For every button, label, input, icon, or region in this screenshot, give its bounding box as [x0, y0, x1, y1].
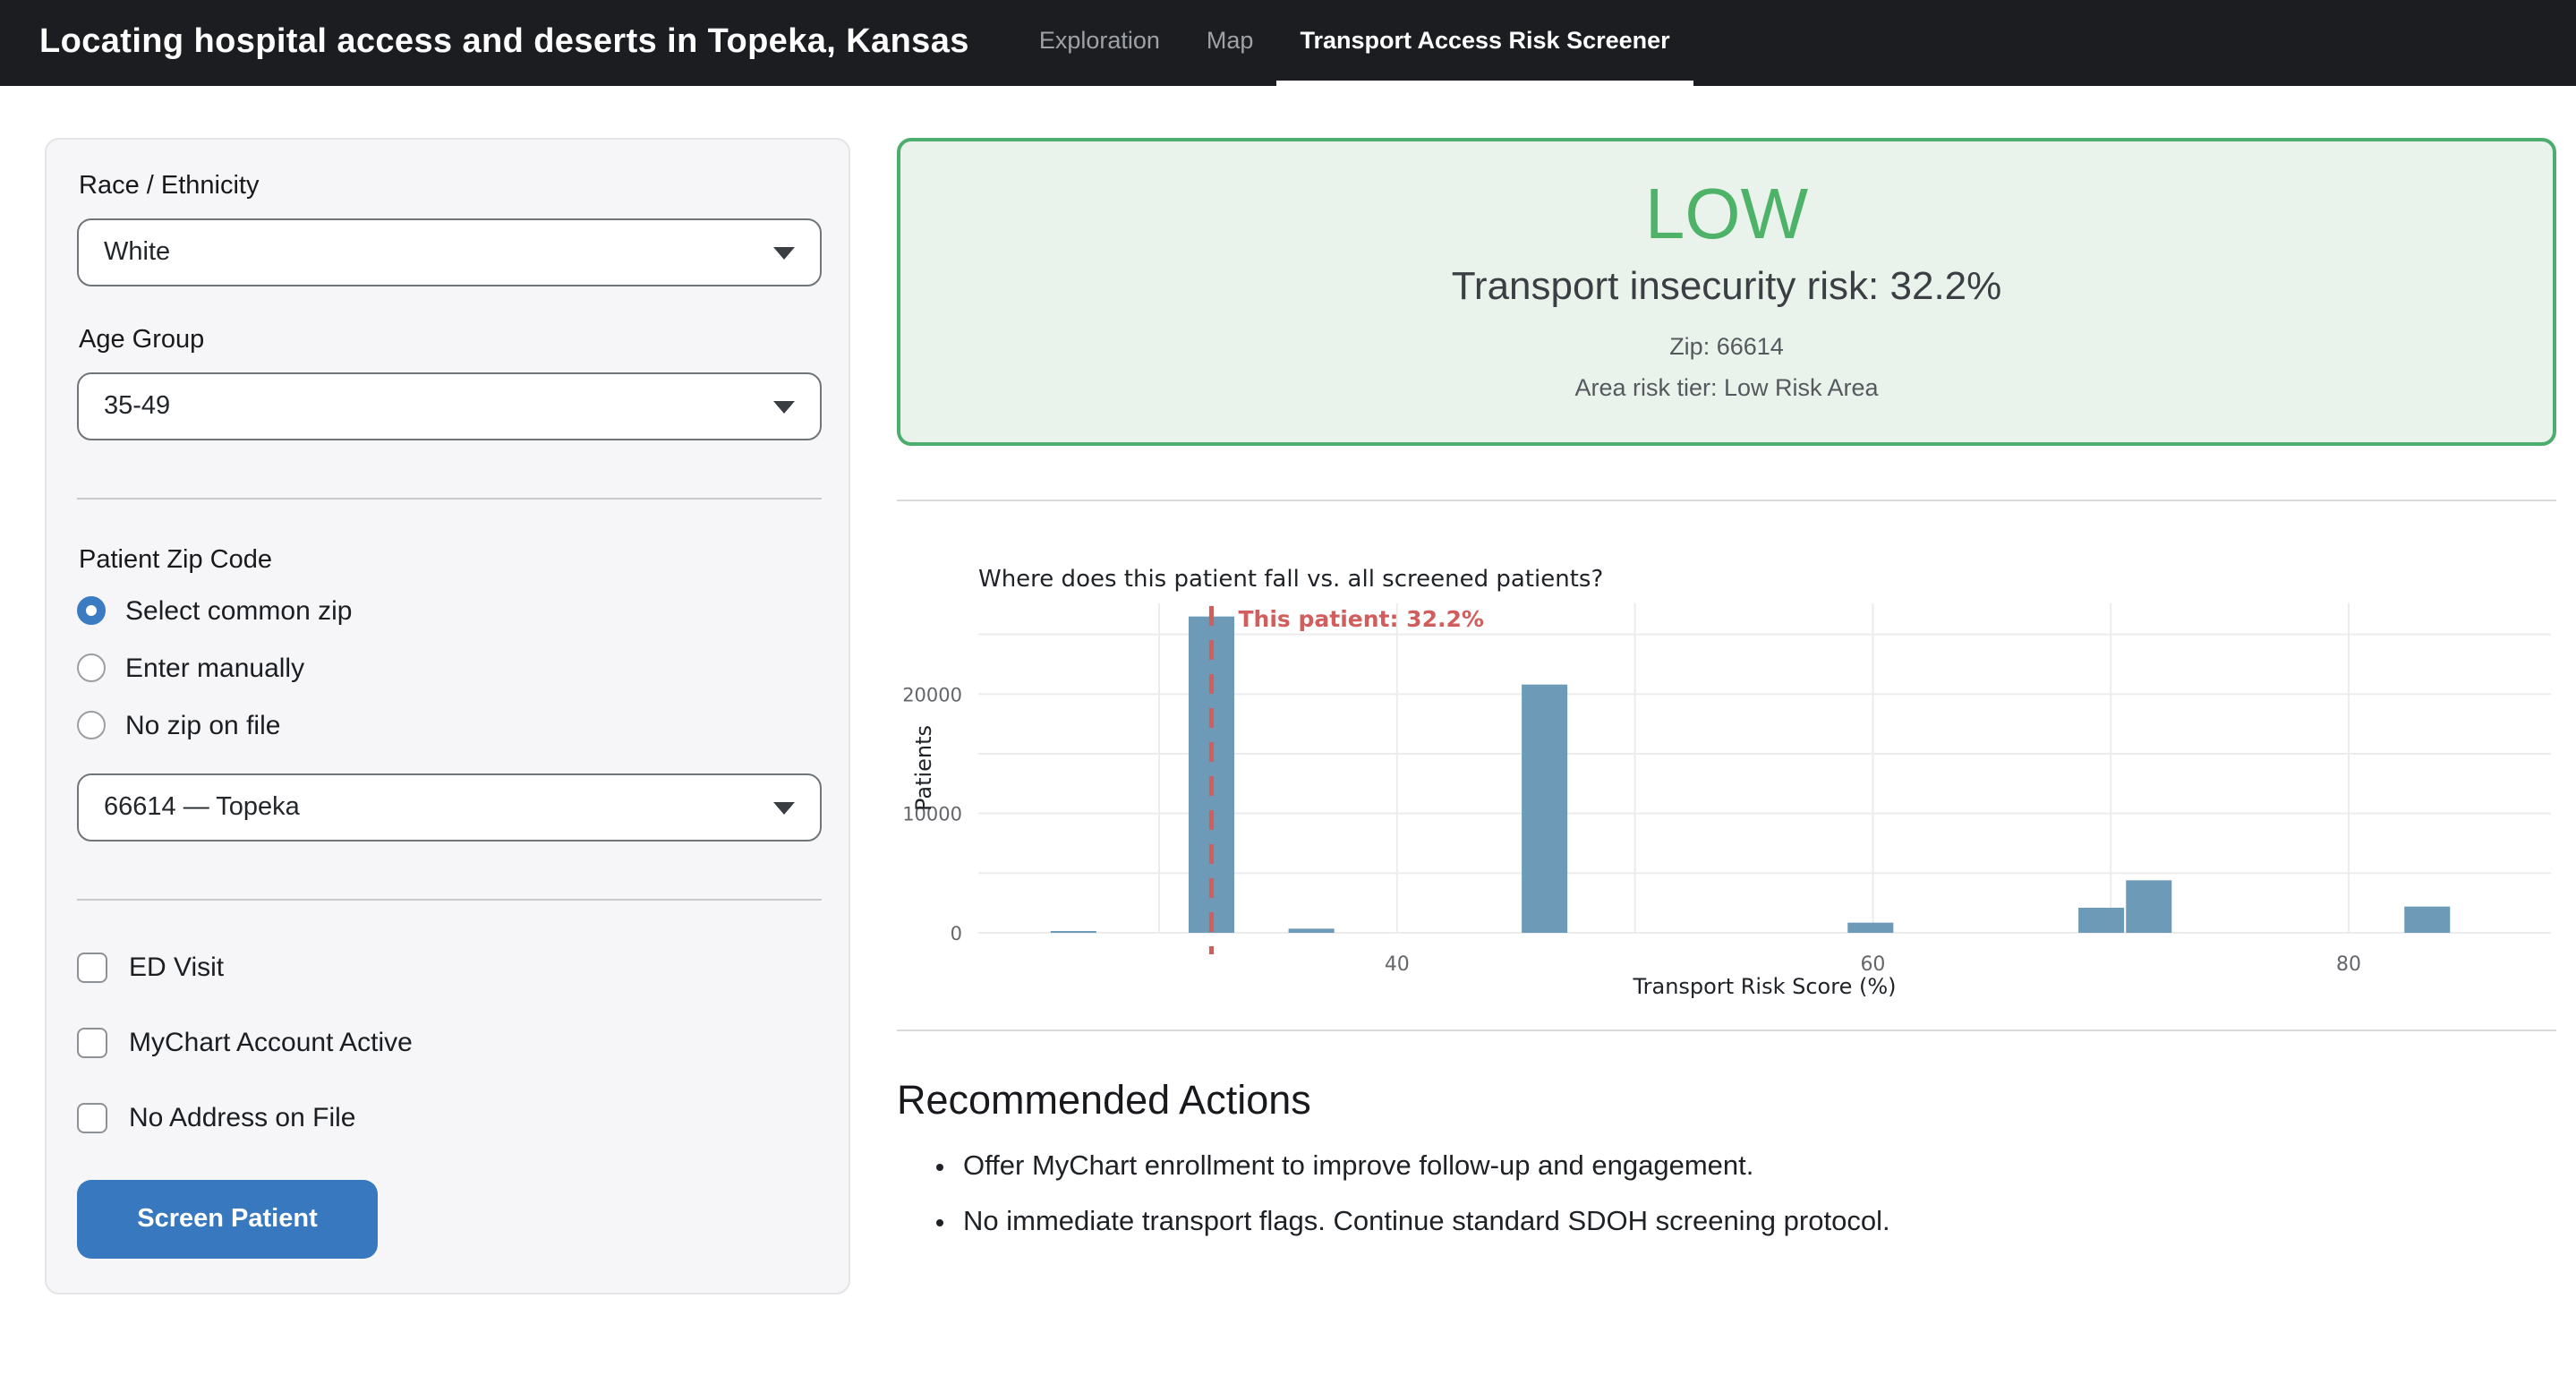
risk-percent-text: Transport insecurity risk: 32.2%: [1451, 263, 2002, 308]
section-divider: [897, 1029, 2556, 1031]
top-navbar: Locating hospital access and deserts in …: [0, 0, 2576, 86]
zip-code-select[interactable]: 66614 — Topeka: [77, 773, 822, 842]
app-title: Locating hospital access and deserts in …: [39, 23, 969, 61]
recommended-actions-heading: Recommended Actions: [897, 1078, 1311, 1123]
section-divider: [897, 500, 2556, 501]
checkbox-icon[interactable]: [77, 1028, 107, 1058]
svg-text:40: 40: [1385, 953, 1410, 976]
age-group-value: 35-49: [104, 392, 171, 421]
svg-text:20000: 20000: [902, 684, 962, 705]
svg-text:Where does this patient fall v: Where does this patient fall vs. all scr…: [978, 566, 1603, 593]
zip-mode-label: Select common zip: [125, 595, 353, 626]
tab-map[interactable]: Map: [1206, 27, 1254, 54]
action-item: Offer MyChart enrollment to improve foll…: [963, 1148, 2556, 1188]
histogram-svg: This patient: 32.2% Where does this patie…: [902, 566, 2551, 999]
checkbox-label: MyChart Account Active: [129, 1028, 413, 1058]
zip-mode-no-zip[interactable]: No zip on file: [77, 704, 822, 747]
patient-distribution-histogram: This patient: 32.2% Where does this patie…: [897, 514, 2556, 1008]
no-address-checkbox-row[interactable]: No Address on File: [77, 1096, 822, 1141]
tab-exploration[interactable]: Exploration: [1038, 27, 1160, 54]
zip-mode-label: No zip on file: [125, 710, 281, 740]
form-divider: [77, 498, 822, 500]
risk-area-tier-text: Area risk tier: Low Risk Area: [1574, 374, 1879, 401]
radio-button-icon[interactable]: [77, 711, 106, 739]
svg-text:Transport Risk Score (%): Transport Risk Score (%): [1633, 974, 1897, 999]
caret-down-icon: [773, 247, 795, 260]
zip-mode-select-common[interactable]: Select common zip: [77, 589, 822, 632]
nav-tabs: Exploration Map Transport Access Risk Sc…: [1016, 0, 1693, 86]
caret-down-icon: [773, 802, 795, 815]
svg-text:80: 80: [2336, 953, 2361, 976]
zip-mode-enter-manually[interactable]: Enter manually: [77, 646, 822, 689]
checkbox-icon[interactable]: [77, 1103, 107, 1133]
results-panel: LOW Transport insecurity risk: 32.2% Zip…: [897, 138, 2556, 1260]
recommended-actions-list: Offer MyChart enrollment to improve foll…: [897, 1148, 2556, 1244]
screening-form-panel: Race / Ethnicity White Age Group 35-49 P…: [45, 138, 850, 1294]
ed-visit-checkbox-row[interactable]: ED Visit: [77, 945, 822, 990]
svg-text:Patients: Patients: [911, 725, 936, 811]
zip-mode-label: Enter manually: [125, 653, 305, 683]
checkbox-label: No Address on File: [129, 1103, 356, 1133]
form-divider: [77, 899, 822, 901]
age-group-select[interactable]: 35-49: [77, 372, 822, 440]
screen-patient-button[interactable]: Screen Patient: [77, 1180, 378, 1259]
risk-tier-value: LOW: [1644, 175, 1809, 254]
caret-down-icon: [773, 401, 795, 414]
svg-text:This patient: 32.2%: This patient: 32.2%: [1238, 606, 1483, 632]
tab-transport-access-risk-screener[interactable]: Transport Access Risk Screener: [1276, 0, 1693, 86]
mychart-active-checkbox-row[interactable]: MyChart Account Active: [77, 1021, 822, 1065]
checkbox-label: ED Visit: [129, 953, 225, 983]
risk-result-box: LOW Transport insecurity risk: 32.2% Zip…: [897, 138, 2556, 446]
checkbox-icon[interactable]: [77, 953, 107, 983]
svg-text:60: 60: [1860, 953, 1885, 976]
age-group-label: Age Group: [79, 326, 205, 355]
race-ethnicity-value: White: [104, 238, 171, 267]
radio-button-icon[interactable]: [77, 596, 106, 625]
risk-zip-text: Zip: 66614: [1669, 333, 1784, 360]
zip-code-value: 66614 — Topeka: [104, 793, 300, 822]
race-ethnicity-label: Race / Ethnicity: [79, 172, 260, 201]
radio-button-icon[interactable]: [77, 654, 106, 682]
svg-text:10000: 10000: [902, 804, 962, 825]
race-ethnicity-select[interactable]: White: [77, 218, 822, 286]
svg-text:0: 0: [951, 923, 962, 944]
action-item: No immediate transport flags. Continue s…: [963, 1204, 2556, 1244]
patient-zip-label: Patient Zip Code: [79, 546, 273, 575]
